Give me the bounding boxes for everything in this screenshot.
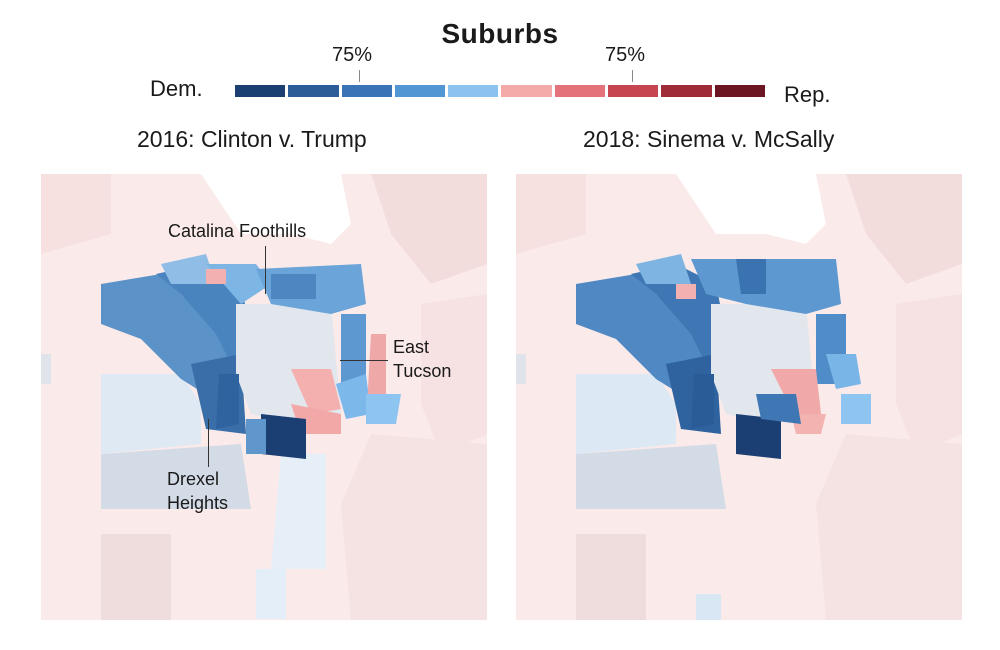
precinct-red: [206, 269, 226, 284]
legend-tick-mark-rep: [632, 70, 633, 82]
label-drexel: Drexel: [167, 469, 220, 489]
outer-precinct: [816, 434, 962, 620]
precinct-light: [841, 394, 871, 424]
precinct-dark-blue: [691, 374, 714, 429]
precinct-dark-blue: [216, 374, 239, 429]
precinct-dark-blue: [736, 259, 766, 294]
label-tucson: Tucson: [393, 361, 452, 381]
precinct-red: [291, 369, 341, 414]
legend-rep-label: Rep.: [784, 82, 831, 107]
precinct-grey-blue: [576, 444, 726, 509]
map-2018: [516, 174, 962, 620]
precinct-blue: [631, 264, 726, 374]
precinct-light: [366, 394, 401, 424]
label-heights: Heights: [167, 493, 229, 513]
map-2018-svg: [516, 174, 962, 620]
legend-swatch-1: [235, 85, 286, 97]
legend-swatch-4: [394, 85, 446, 97]
precinct-pale-blue: [271, 454, 326, 569]
legend-swatch-9: [661, 85, 712, 97]
precinct-light-blue: [101, 374, 201, 454]
precinct-light: [636, 254, 691, 284]
leader-catalina: [265, 246, 266, 294]
precinct-light-blue: [576, 374, 676, 454]
precinct-blue: [756, 394, 801, 424]
outer-precinct: [576, 534, 646, 620]
precinct-blue: [271, 274, 316, 299]
outer-precinct: [516, 174, 586, 254]
leader-drexel: [208, 419, 209, 467]
legend-swatch-8: [608, 85, 659, 97]
precinct-darkest-blue: [736, 414, 781, 459]
map-2016-svg: [41, 174, 487, 620]
outer-precinct: [896, 294, 962, 454]
precinct-blue: [246, 419, 266, 454]
outer-precinct: [41, 174, 111, 254]
legend-swatch-7: [554, 85, 606, 97]
leader-east-tucson: [340, 360, 388, 361]
precinct-south: [696, 594, 721, 620]
outer-precinct: [516, 354, 526, 384]
precinct-light: [336, 374, 371, 419]
legend-swatch-10: [714, 85, 765, 97]
map-2016: Catalina Foothills East Tucson Drexel He…: [41, 174, 487, 620]
precinct-darkest-blue: [261, 414, 306, 459]
chart-title: Suburbs: [441, 18, 559, 49]
precinct-red: [676, 284, 696, 299]
precinct-south: [256, 569, 286, 619]
outer-precinct: [341, 434, 487, 620]
outer-precinct: [846, 174, 962, 284]
legend-swatch-2: [288, 85, 339, 97]
label-catalina-foothills: Catalina Foothills: [168, 221, 307, 241]
label-east: East: [393, 337, 430, 357]
precinct-light: [161, 254, 216, 284]
map-title-2018: 2018: Sinema v. McSally: [583, 126, 835, 152]
legend-tick-rep-75: 75%: [605, 44, 646, 66]
map-title-2016: 2016: Clinton v. Trump: [137, 126, 367, 152]
color-legend: [235, 85, 765, 97]
legend-dem-label: Dem.: [150, 76, 203, 101]
precinct-blue: [156, 264, 251, 374]
legend-swatch-3: [341, 85, 392, 97]
mountain-area: [201, 174, 351, 244]
precinct-blue: [341, 314, 366, 384]
outer-precinct: [421, 294, 487, 454]
legend-tick-dem-75: 75%: [332, 44, 373, 66]
legend-tick-mark-dem: [359, 70, 360, 82]
outer-precinct: [41, 354, 51, 384]
precinct-light: [826, 354, 861, 389]
outer-precinct: [101, 534, 171, 620]
outer-precinct: [371, 174, 487, 284]
legend-swatch-5: [448, 85, 499, 97]
precinct-grey-blue: [101, 444, 251, 509]
mountain-area: [676, 174, 826, 244]
legend-swatch-6: [501, 85, 552, 97]
